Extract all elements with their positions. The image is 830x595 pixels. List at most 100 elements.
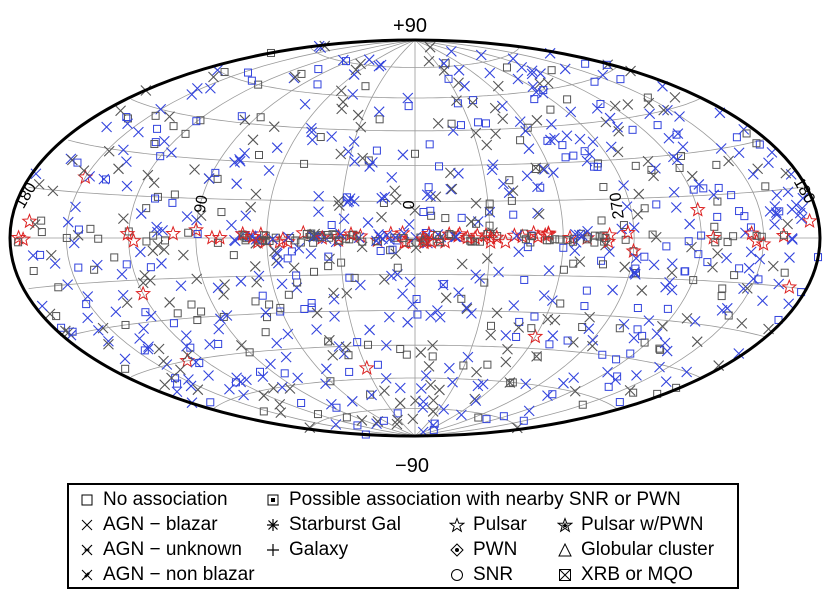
blazar-point xyxy=(363,54,375,66)
unassociated-point xyxy=(297,398,306,407)
blazar-point xyxy=(493,266,504,278)
unassociated-point xyxy=(110,253,119,262)
blazar-point xyxy=(349,156,360,167)
square-icon xyxy=(81,494,93,506)
blazar-point xyxy=(459,80,470,92)
blazar-point xyxy=(500,330,512,341)
blazar-point xyxy=(203,370,214,381)
blazar-point xyxy=(148,177,160,189)
blazar-point xyxy=(47,185,59,197)
blazar-point xyxy=(565,106,577,118)
unassociated-point xyxy=(231,378,240,387)
unassociated-point xyxy=(151,111,160,120)
unassociated-point xyxy=(52,312,61,321)
blazar-point xyxy=(782,186,794,198)
blazar-point xyxy=(205,82,216,94)
unassociated-point xyxy=(601,233,610,242)
unassociated-point xyxy=(551,235,560,244)
unassociated-point xyxy=(711,238,720,247)
blazar-point xyxy=(82,312,94,324)
blazar-point xyxy=(733,348,745,359)
unassociated-point xyxy=(694,250,703,259)
sky-boundary xyxy=(8,38,822,438)
unassociated-point xyxy=(735,207,744,216)
unassociated-point xyxy=(237,112,246,121)
blazar-point xyxy=(288,262,300,274)
blazar-point xyxy=(371,418,382,429)
blazar-point xyxy=(438,65,450,76)
blazar-point xyxy=(453,64,465,76)
unassociated-point xyxy=(326,377,335,386)
blazar-point xyxy=(674,111,685,122)
blazar-point xyxy=(166,147,177,159)
blazar-point xyxy=(531,114,543,126)
blazar-point xyxy=(271,337,283,349)
blazar-point xyxy=(138,323,149,335)
unassociated-point xyxy=(530,95,539,104)
x-dense-icon xyxy=(81,544,93,556)
blazar-point xyxy=(119,353,131,365)
diamond-dot-icon xyxy=(450,543,464,557)
blazar-point xyxy=(723,155,735,167)
pulsar-point xyxy=(801,212,818,228)
unassociated-point xyxy=(631,161,640,170)
blazar-point xyxy=(110,306,122,318)
blazar-point xyxy=(466,307,477,319)
blazar-point xyxy=(212,282,224,294)
unassociated-point xyxy=(379,416,388,425)
blazar-point xyxy=(752,163,764,175)
blazar-point xyxy=(507,185,519,196)
blazar-point xyxy=(397,149,409,161)
parallel-line xyxy=(68,310,766,338)
blazar-point xyxy=(381,229,393,241)
unassociated-point xyxy=(196,116,205,125)
blazar-point xyxy=(340,341,352,353)
blazar-point xyxy=(538,290,550,301)
legend-item-pulsar: Pulsar xyxy=(449,514,527,536)
unassociated-point xyxy=(332,403,341,412)
unassociated-point xyxy=(373,360,382,369)
blazar-point xyxy=(268,121,280,133)
unassociated-point xyxy=(379,198,388,207)
blazar-point xyxy=(453,287,464,298)
unassociated-point xyxy=(730,271,739,280)
blazar-point xyxy=(613,125,625,137)
blazar-point xyxy=(689,316,701,327)
blazar-point xyxy=(180,330,192,341)
blazar-point xyxy=(145,310,157,322)
unassociated-point xyxy=(150,140,159,149)
blazar-point xyxy=(82,291,94,302)
blazar-point xyxy=(546,295,558,307)
blazar-point xyxy=(604,246,615,257)
blazar-point xyxy=(569,385,581,397)
blazar-point xyxy=(263,165,275,176)
unassociated-point xyxy=(313,80,322,89)
blazar-point xyxy=(378,274,390,285)
unassociated-point xyxy=(296,238,305,247)
legend-label: Globular cluster xyxy=(581,539,715,560)
unassociated-point xyxy=(335,236,344,245)
blazar-point xyxy=(185,380,197,392)
unassociated-point xyxy=(703,258,712,267)
unassociated-point xyxy=(54,283,63,292)
unassociated-point xyxy=(780,268,789,277)
legend-item-snr: SNR xyxy=(449,564,513,586)
blazar-point xyxy=(650,162,661,174)
pulsar-point xyxy=(755,235,772,251)
plus-icon xyxy=(267,544,279,556)
unassociated-point xyxy=(539,86,548,95)
legend-label: Galaxy xyxy=(289,539,349,560)
unassociated-point xyxy=(656,345,665,354)
unassociated-point xyxy=(746,223,755,232)
legend-item-snr-pwn: Possible association with nearby SNR or … xyxy=(265,489,681,511)
blazar-point xyxy=(415,383,427,394)
unassociated-point xyxy=(310,267,319,276)
unassociated-point xyxy=(640,204,649,213)
blazar-point xyxy=(134,333,146,344)
blazar-point xyxy=(234,153,245,165)
blazar-point xyxy=(366,389,378,401)
blazar-point xyxy=(208,71,219,83)
blazar-point xyxy=(268,382,279,394)
blazar-point xyxy=(147,245,159,257)
unassociated-point xyxy=(710,222,719,231)
